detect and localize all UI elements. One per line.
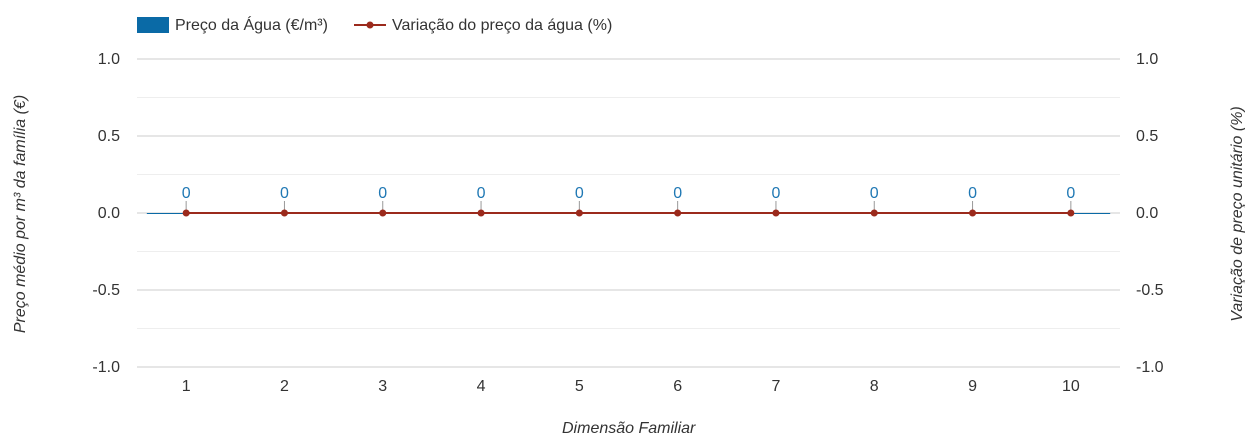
data-label: 0 [870, 185, 879, 202]
y-left-tick-label: 0.0 [98, 205, 120, 222]
y-right-tick-label: 1.0 [1136, 51, 1158, 68]
x-axis-title: Dimensão Familiar [562, 420, 696, 435]
x-axis-ticks: 1 2 3 4 5 6 7 8 9 10 [182, 378, 1080, 395]
data-label: 0 [280, 185, 289, 202]
x-tick-label: 2 [280, 378, 289, 395]
y-axis-left-title: Preço médio por m³ da família (€) [12, 95, 29, 333]
x-tick-label: 9 [968, 378, 977, 395]
x-tick-label: 10 [1062, 378, 1080, 395]
x-tick-label: 7 [771, 378, 780, 395]
y-axis-left-ticks: 1.0 0.5 0.0 -0.5 -1.0 [92, 51, 120, 376]
data-label: 0 [1066, 185, 1075, 202]
y-right-tick-label: -0.5 [1136, 282, 1164, 299]
line-point[interactable] [870, 209, 878, 217]
y-left-tick-label: 1.0 [98, 51, 120, 68]
y-right-tick-label: 0.5 [1136, 128, 1158, 145]
data-label: 0 [477, 185, 486, 202]
line-point[interactable] [772, 209, 780, 217]
y-right-tick-label: 0.0 [1136, 205, 1158, 222]
line-point[interactable] [182, 209, 190, 217]
x-tick-label: 1 [182, 378, 191, 395]
legend-marker-line [366, 21, 374, 29]
y-left-tick-label: -0.5 [92, 282, 120, 299]
x-tick-label: 3 [378, 378, 387, 395]
line-point[interactable] [477, 209, 485, 217]
y-left-tick-label: -1.0 [92, 359, 120, 376]
x-tick-label: 4 [477, 378, 486, 395]
data-label: 0 [182, 185, 191, 202]
x-tick-label: 6 [673, 378, 682, 395]
legend-item-line[interactable]: Variação do preço da água (%) [354, 17, 612, 34]
line-point[interactable] [280, 209, 288, 217]
line-point[interactable] [674, 209, 682, 217]
data-label: 0 [575, 185, 584, 202]
data-label: 0 [673, 185, 682, 202]
line-point[interactable] [379, 209, 387, 217]
legend: Preço da Água (€/m³) Variação do preço d… [137, 15, 612, 34]
legend-swatch-bar [137, 17, 169, 33]
x-tick-label: 8 [870, 378, 879, 395]
legend-label-bar: Preço da Água (€/m³) [175, 15, 328, 34]
y-axis-right-ticks: 1.0 0.5 0.0 -0.5 -1.0 [1136, 51, 1164, 376]
data-label: 0 [968, 185, 977, 202]
y-right-tick-label: -1.0 [1136, 359, 1164, 376]
line-point[interactable] [969, 209, 977, 217]
data-labels: 0 0 0 0 0 0 0 0 0 0 [182, 185, 1075, 213]
line-point[interactable] [575, 209, 583, 217]
data-label: 0 [378, 185, 387, 202]
y-left-tick-label: 0.5 [98, 128, 120, 145]
legend-item-bar[interactable]: Preço da Água (€/m³) [137, 15, 328, 34]
line-series [182, 209, 1075, 217]
line-point[interactable] [1067, 209, 1075, 217]
y-axis-right-title: Variação de preço unitário (%) [1229, 106, 1245, 322]
x-tick-label: 5 [575, 378, 584, 395]
data-label: 0 [771, 185, 780, 202]
legend-label-line: Variação do preço da água (%) [392, 17, 612, 34]
